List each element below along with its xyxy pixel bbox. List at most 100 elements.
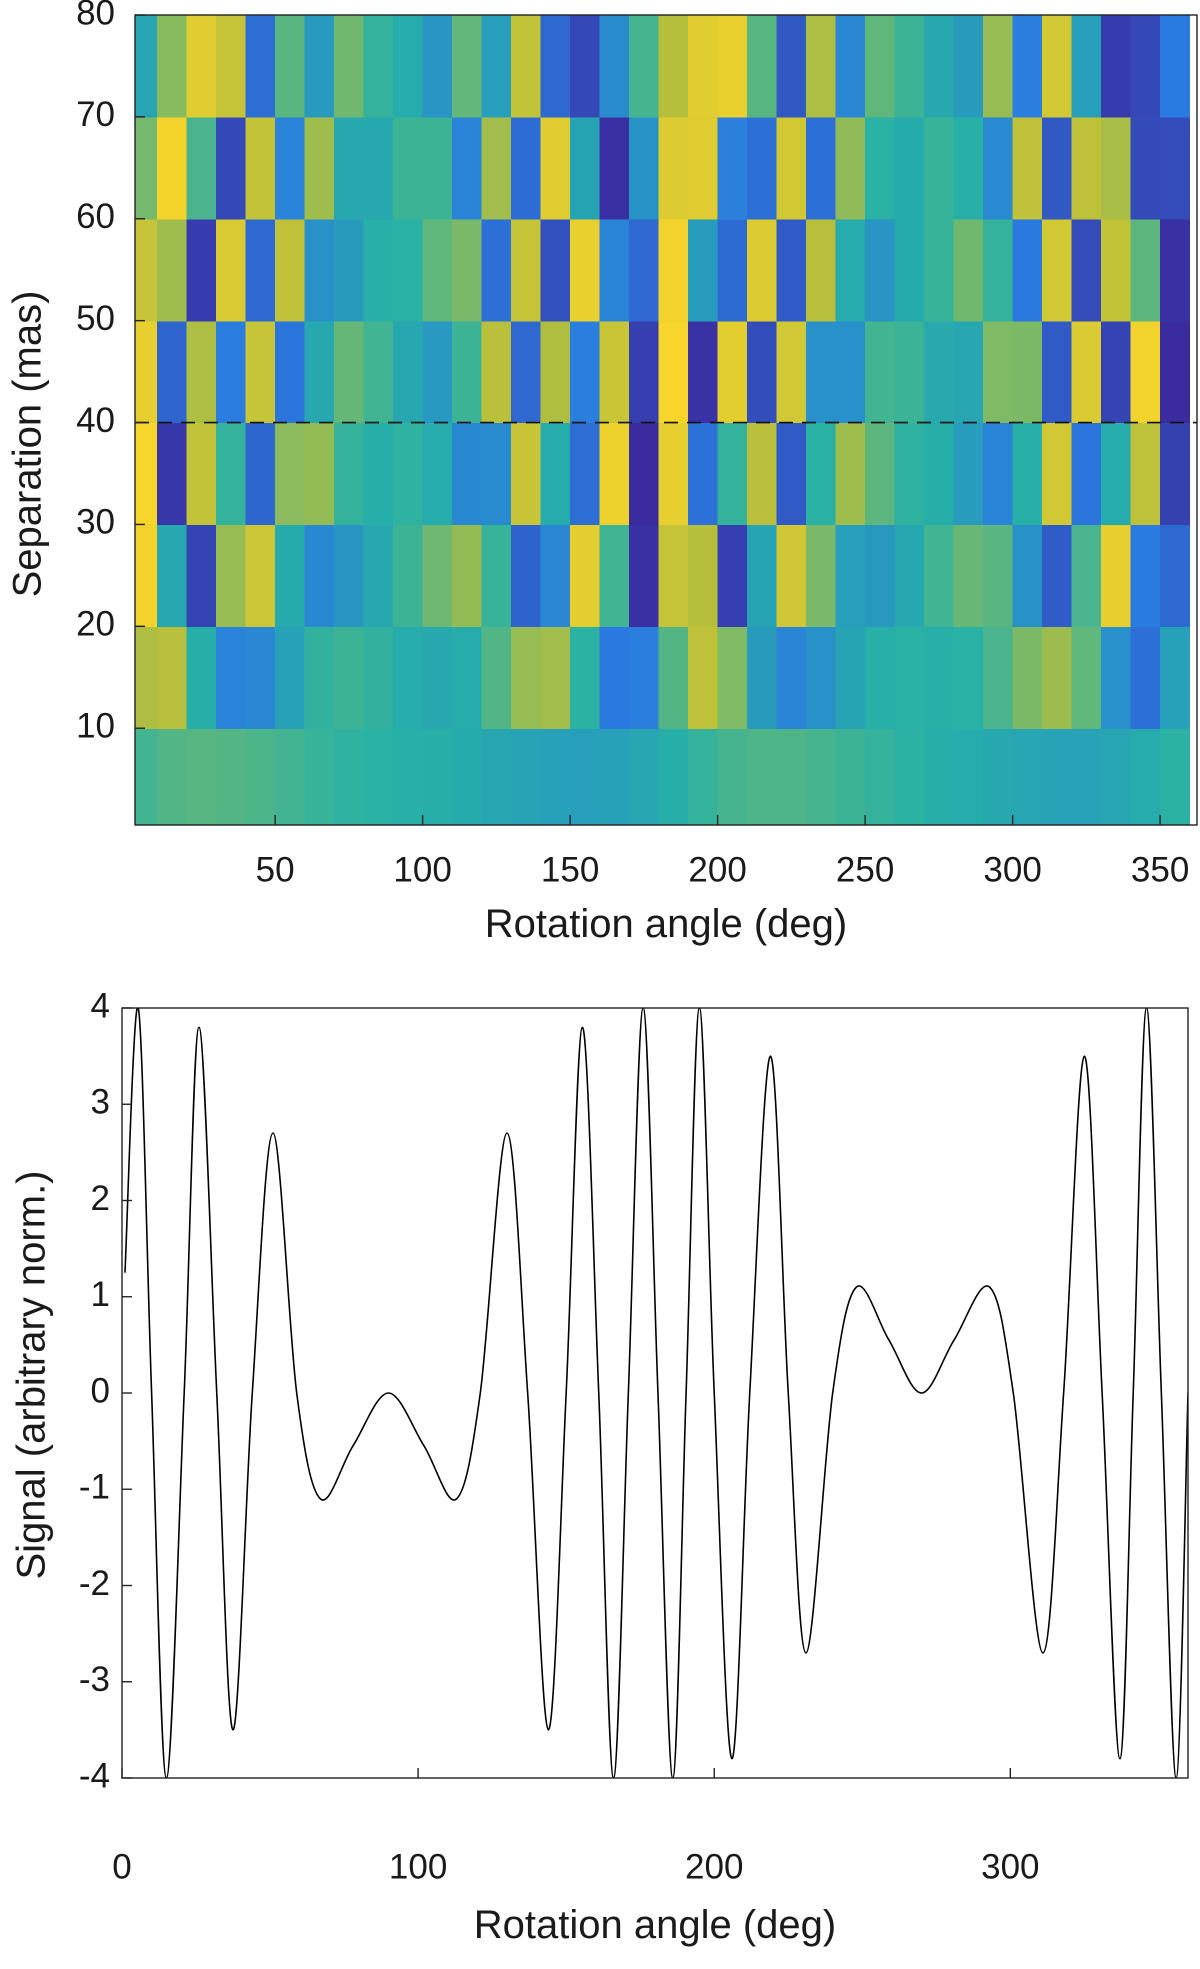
heatmap-cell <box>747 116 778 220</box>
heatmap-cell <box>776 524 807 627</box>
heatmap-cell <box>393 728 424 825</box>
heatmap-cell <box>717 116 748 220</box>
heatmap-cell <box>1071 422 1102 526</box>
heatmap-cell <box>953 626 984 729</box>
heatmap-cell <box>688 116 719 220</box>
heatmap-cell <box>334 728 365 825</box>
heatmap-cell <box>393 626 424 729</box>
heatmap-cell <box>1071 524 1102 627</box>
heatmap-cell <box>924 218 955 322</box>
heatmap-cell <box>599 116 630 220</box>
heatmap-cell <box>186 524 217 627</box>
heatmap-cell <box>304 320 335 424</box>
heatmap-cell <box>983 15 1014 118</box>
heatmap-cell <box>658 320 689 424</box>
heatmap-cell <box>924 422 955 526</box>
heatmap-cell <box>747 626 778 729</box>
heatmap-cell <box>481 218 512 322</box>
heatmap-cell <box>481 320 512 424</box>
heatmap-cell <box>245 218 276 322</box>
heatmap-cell <box>363 320 394 424</box>
x-tick-label: 100 <box>389 1847 447 1886</box>
heatmap-cell <box>599 218 630 322</box>
heatmap-cell <box>1042 524 1073 627</box>
heatmap-cell <box>186 626 217 729</box>
y-tick-label: 20 <box>76 605 115 644</box>
y-axis-label: Signal (arbitrary norm.) <box>10 1170 54 1579</box>
x-axis-label: Rotation angle (deg) <box>474 1903 836 1947</box>
heatmap-cell <box>1012 422 1043 526</box>
heatmap-cell <box>747 15 778 118</box>
y-tick-label: 10 <box>76 706 115 745</box>
heatmap-cell <box>983 218 1014 322</box>
x-tick-label: 50 <box>256 850 295 889</box>
heatmap-cell <box>275 626 306 729</box>
y-tick-label: 50 <box>76 299 115 338</box>
heatmap-cell <box>1130 728 1161 825</box>
axes-frame <box>134 14 1198 826</box>
heatmap-cell <box>688 626 719 729</box>
heatmap-cell <box>1130 320 1161 424</box>
x-tick-label: 0 <box>112 1847 131 1886</box>
heatmap-cell <box>363 116 394 220</box>
heatmap-cell <box>953 15 984 118</box>
heatmap-cell <box>894 728 925 825</box>
heatmap-cell <box>481 422 512 526</box>
y-tick-label: 30 <box>76 503 115 542</box>
heatmap-cell <box>835 422 866 526</box>
heatmap-cell <box>216 626 247 729</box>
heatmap-cell <box>157 728 188 825</box>
heatmap-cell <box>135 626 158 729</box>
heatmap-cell <box>1071 15 1102 118</box>
heatmap-cell <box>717 422 748 526</box>
x-tick-label: 200 <box>688 850 746 889</box>
y-tick-label: 80 <box>76 0 115 32</box>
heatmap-cell <box>1130 116 1161 220</box>
heatmap-cell <box>776 626 807 729</box>
heatmap-cell <box>1160 320 1191 424</box>
heatmap-cell <box>835 15 866 118</box>
heatmap-cell <box>216 728 247 825</box>
heatmap-cell <box>865 422 896 526</box>
heatmap-cell <box>452 626 483 729</box>
heatmap-cell <box>1160 524 1191 627</box>
heatmap-cell <box>717 15 748 118</box>
heatmap-cell <box>481 15 512 118</box>
heatmap-cell <box>540 218 571 322</box>
heatmap-cell <box>393 218 424 322</box>
heatmap-cell <box>245 422 276 526</box>
heatmap-cell <box>688 15 719 118</box>
heatmap-cell <box>983 524 1014 627</box>
heatmap-cell <box>688 422 719 526</box>
heatmap-cell <box>135 15 158 118</box>
heatmap-cell <box>135 524 158 627</box>
heatmap-cell <box>393 15 424 118</box>
axes-frame <box>121 1007 1189 1779</box>
heatmap-cell <box>135 728 158 825</box>
x-tick-label: 250 <box>836 850 894 889</box>
heatmap-cell <box>776 218 807 322</box>
heatmap-cell <box>1042 218 1073 322</box>
heatmap-cell <box>1071 728 1102 825</box>
heatmap-cell <box>1160 116 1191 220</box>
heatmap-cell <box>747 320 778 424</box>
heatmap-cell <box>924 728 955 825</box>
heatmap-cell <box>186 320 217 424</box>
heatmap-cell <box>452 320 483 424</box>
heatmap-cell <box>776 728 807 825</box>
heatmap-cell <box>1012 116 1043 220</box>
heatmap-cell <box>658 728 689 825</box>
heatmap-cell <box>806 218 837 322</box>
heatmap-cell <box>894 422 925 526</box>
heatmap-cell <box>1160 626 1191 729</box>
heatmap-cell <box>157 422 188 526</box>
heatmap-cell <box>629 116 660 220</box>
heatmap-cell <box>452 422 483 526</box>
heatmap-cell <box>747 422 778 526</box>
heatmap-cell <box>865 626 896 729</box>
heatmap-cell <box>983 116 1014 220</box>
y-tick-label: 0 <box>91 1371 110 1410</box>
heatmap-cell <box>481 116 512 220</box>
heatmap-cell <box>135 422 158 526</box>
heatmap-cell <box>511 524 542 627</box>
